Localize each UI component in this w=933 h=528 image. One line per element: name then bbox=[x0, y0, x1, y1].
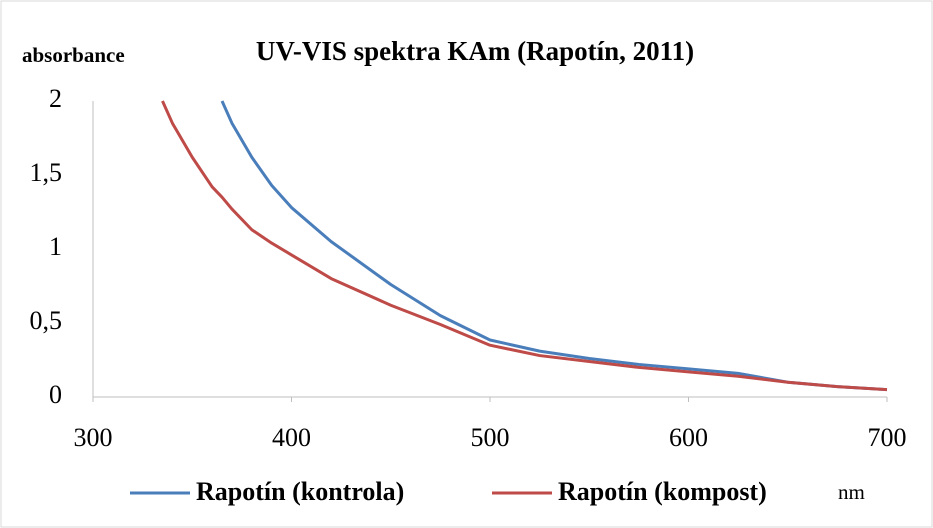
y-tick-label: 1,5 bbox=[30, 158, 63, 187]
chart-title: UV-VIS spektra KAm (Rapotín, 2011) bbox=[256, 36, 694, 66]
x-tick-label: 600 bbox=[669, 423, 708, 452]
y-tick-label: 0 bbox=[49, 380, 62, 409]
series-line bbox=[161, 100, 888, 392]
y-tick-label: 1 bbox=[49, 232, 62, 261]
series-line bbox=[220, 100, 888, 392]
legend-label: Rapotín (kontrola) bbox=[196, 477, 404, 506]
y-tick-label: 2 bbox=[49, 84, 62, 113]
x-axis-label: nm bbox=[838, 480, 865, 504]
x-tick-label: 500 bbox=[471, 423, 510, 452]
legend-label: Rapotín (kompost) bbox=[558, 477, 767, 506]
y-tick-label: 0,5 bbox=[30, 306, 63, 335]
x-tick-label: 400 bbox=[272, 423, 311, 452]
y-axis-label: absorbance bbox=[22, 43, 125, 67]
x-tick-label: 700 bbox=[868, 423, 907, 452]
x-tick-label: 300 bbox=[74, 423, 113, 452]
